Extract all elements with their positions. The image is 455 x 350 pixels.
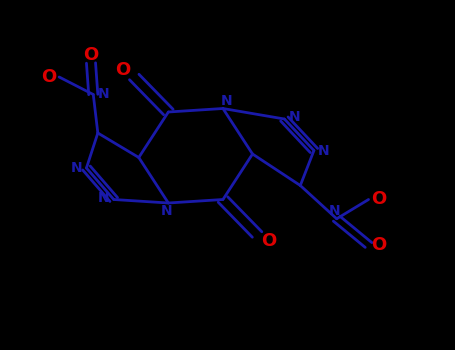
Text: O: O bbox=[41, 68, 57, 86]
Text: N: N bbox=[160, 204, 172, 218]
Text: N: N bbox=[318, 144, 330, 158]
Text: N: N bbox=[98, 191, 110, 205]
Text: O: O bbox=[371, 190, 386, 209]
Text: O: O bbox=[261, 232, 276, 251]
Text: N: N bbox=[97, 88, 109, 102]
Text: N: N bbox=[221, 94, 233, 108]
Text: N: N bbox=[71, 161, 82, 175]
Text: O: O bbox=[371, 236, 386, 254]
Text: O: O bbox=[83, 46, 99, 64]
Text: N: N bbox=[329, 204, 340, 218]
Text: N: N bbox=[288, 110, 300, 124]
Text: O: O bbox=[115, 61, 131, 79]
